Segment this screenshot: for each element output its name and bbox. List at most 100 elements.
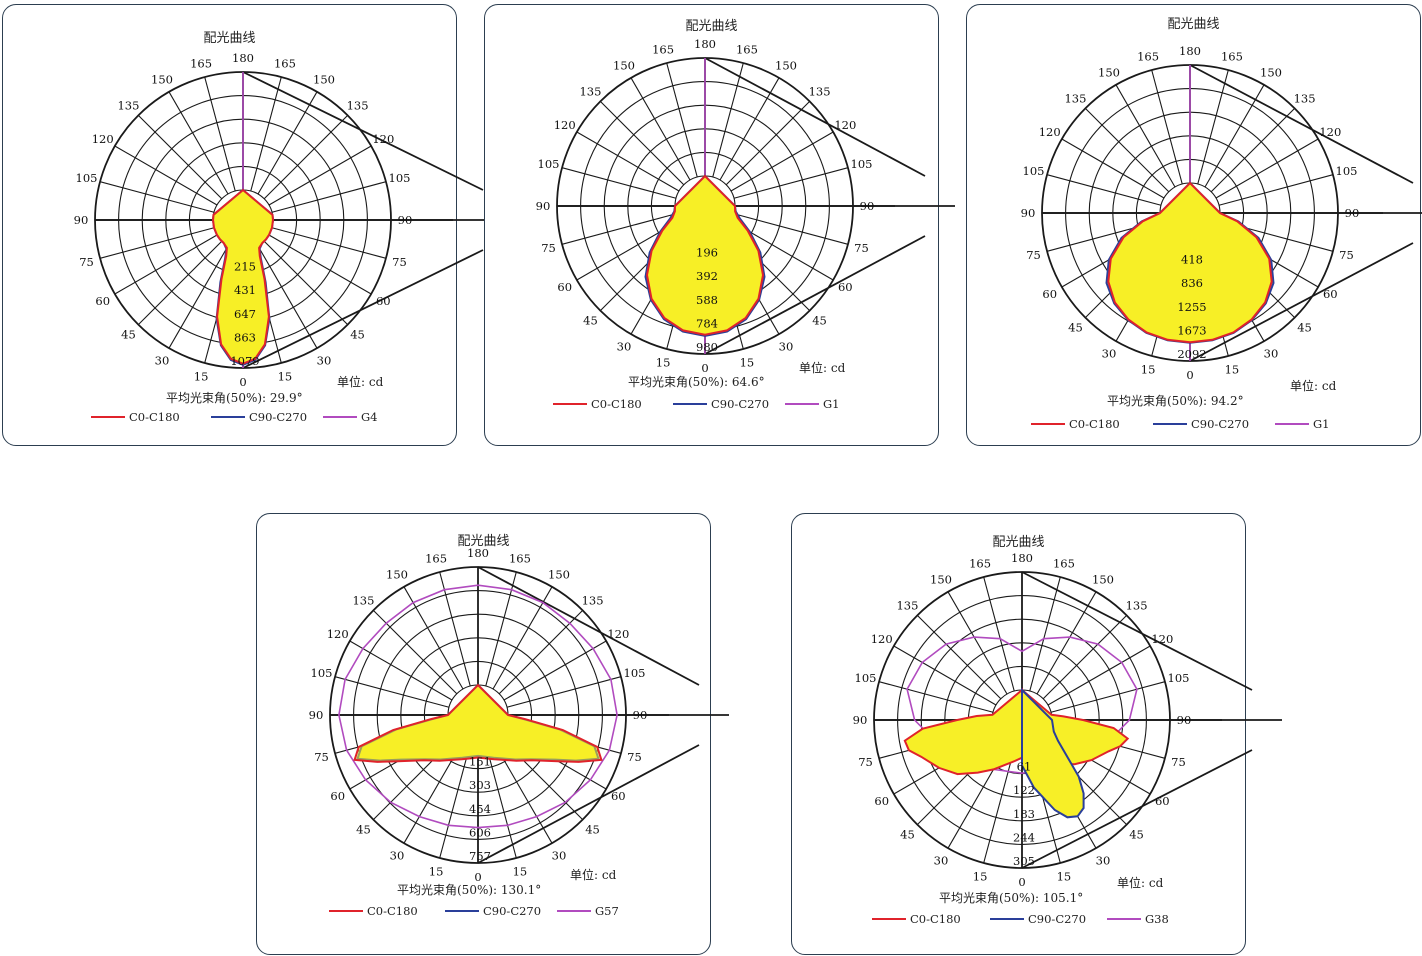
grid-spoke (242, 71, 484, 191)
grid-spoke (1036, 591, 1097, 695)
ring-value-label: 606 (469, 825, 491, 839)
grid-spoke (271, 181, 387, 213)
legend-item: G1 (785, 397, 840, 411)
grid-spoke (372, 609, 458, 695)
angle-label: 45 (1297, 321, 1312, 335)
angle-label: 30 (617, 339, 632, 353)
legend-swatch (445, 910, 479, 912)
angle-label: 120 (554, 118, 576, 132)
beam-angle-label: 平均光束角(50%): 94.2° (1107, 394, 1244, 408)
grid-spoke (403, 586, 464, 690)
angle-label: 105 (624, 666, 646, 680)
angle-label: 30 (552, 848, 567, 862)
ring-value-label: 588 (696, 293, 718, 307)
grid-spoke (725, 100, 811, 186)
angle-label: 15 (1057, 869, 1072, 883)
angle-label: 45 (585, 823, 600, 837)
angle-label: 135 (352, 593, 374, 607)
angle-label: 165 (1137, 50, 1159, 64)
angle-label: 165 (1053, 557, 1075, 571)
legend-swatch (1153, 423, 1187, 425)
angle-label: 120 (1319, 125, 1341, 139)
grid-spoke (712, 62, 744, 178)
angle-label: 105 (76, 171, 98, 185)
legend-label: C0-C180 (367, 904, 418, 918)
grid-spoke (733, 213, 849, 245)
legend-swatch (1031, 423, 1065, 425)
legend-item: C0-C180 (1031, 417, 1120, 431)
grid-spoke (503, 640, 607, 701)
legend-label: C90-C270 (249, 410, 308, 424)
beam-angle-label: 平均光束角(50%): 130.1° (397, 883, 542, 897)
chart-title: 配光曲线 (457, 534, 510, 549)
angle-label: 60 (1323, 287, 1338, 301)
grid-spoke (1042, 614, 1128, 700)
chart-panel-2: 配光曲线 196 392 588 784 980 0 15 30 45 60 75 90 105 120 13… (484, 4, 955, 446)
grid-spoke (561, 167, 677, 199)
grid-spoke (1215, 138, 1319, 199)
angle-label: 165 (969, 557, 991, 571)
grid-spoke (250, 76, 282, 192)
grid-spoke (983, 576, 1015, 692)
grid-spoke (477, 744, 700, 864)
angle-label: 45 (350, 328, 365, 342)
angle-label: 45 (1129, 828, 1144, 842)
angle-label: 60 (1155, 794, 1170, 808)
grid-spoke (99, 181, 215, 213)
ring-value-label: 1673 (1177, 323, 1206, 337)
angle-label: 60 (838, 280, 853, 294)
grid-spoke (1197, 69, 1229, 185)
ring-value-label: 303 (469, 778, 491, 792)
grid-spoke (506, 676, 622, 708)
grid-spoke (666, 62, 698, 178)
legend-label: C90-C270 (1028, 912, 1087, 926)
grid-spoke (878, 681, 994, 713)
curve-c0-c180 (645, 174, 765, 336)
angle-label: 105 (1336, 164, 1358, 178)
unit-label: 单位: cd (1117, 876, 1164, 890)
angle-label: 135 (117, 98, 139, 112)
angle-label: 150 (1092, 573, 1114, 587)
ring-value-label: 122 (1013, 783, 1035, 797)
legend-label: C0-C180 (591, 397, 642, 411)
grid-spoke (137, 240, 223, 326)
grid-spoke (704, 235, 926, 355)
angle-label: 15 (1141, 362, 1156, 376)
angle-label: 15 (513, 864, 528, 878)
legend-swatch (91, 416, 125, 418)
legend-item: C90-C270 (990, 912, 1086, 926)
legend-swatch (553, 403, 587, 405)
curve-c0-c180 (211, 188, 275, 365)
grid-spoke (257, 91, 318, 195)
grid-spoke (439, 571, 471, 687)
legend-swatch (1107, 918, 1141, 920)
grid-spoke (498, 609, 584, 695)
angle-label: 60 (611, 789, 626, 803)
legend-item: G38 (1107, 912, 1169, 926)
ring-value-label: 196 (696, 246, 718, 260)
angle-label: 0 (1186, 368, 1193, 382)
ring-value-label: 61 (1017, 760, 1032, 774)
angle-label: 135 (896, 598, 918, 612)
angle-label: 150 (613, 59, 635, 73)
angle-label: 15 (740, 355, 755, 369)
grid-spoke (1151, 69, 1183, 185)
angle-label: 90 (74, 213, 89, 227)
angle-label: 75 (541, 241, 556, 255)
angle-label: 105 (855, 671, 877, 685)
curve-c90-c270 (1021, 687, 1085, 819)
legend-item: C90-C270 (211, 410, 307, 424)
angle-label: 90 (633, 708, 648, 722)
legend: C0-C180 C90-C270 G4 (3, 410, 456, 426)
ring-value-label: 2092 (1177, 347, 1206, 361)
angle-label: 15 (429, 864, 444, 878)
angle-label: 135 (809, 84, 831, 98)
grid-spoke (947, 591, 1008, 695)
polar-plot: 61 122 183 244 305 0 15 30 45 60 75 90 105 120 135 150 1… (853, 551, 1282, 889)
angle-label: 30 (317, 353, 332, 367)
ring-value-label: 215 (234, 260, 256, 274)
legend-item: C0-C180 (91, 410, 180, 424)
angle-label: 75 (854, 241, 869, 255)
angle-label: 75 (858, 755, 873, 769)
polar-plot: 215 431 647 863 1079 0 15 30 45 60 75 90 105 120 135 15… (74, 51, 513, 389)
